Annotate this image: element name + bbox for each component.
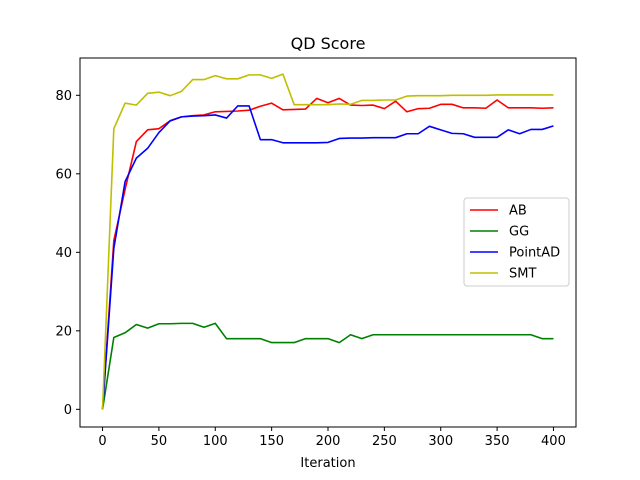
chart-title: QD Score (291, 34, 366, 53)
x-tick-label: 100 (203, 434, 228, 449)
x-tick-label: 400 (541, 434, 566, 449)
x-tick-label: 150 (259, 434, 284, 449)
series-line-smt (101, 73, 554, 410)
legend-label-ab: AB (509, 204, 527, 219)
legend-label-pointad: PointAD (509, 246, 560, 261)
x-tick-label: 50 (151, 434, 168, 449)
x-tick-label: 350 (485, 434, 510, 449)
plot-area: 0 50 100 150 200 250 300 350 400 0 20 40 60 80 AB GG Poi… (55, 57, 577, 449)
x-axis-label: Iteration (300, 456, 355, 471)
legend-label-gg: GG (509, 225, 529, 240)
y-tick-label: 0 (64, 403, 72, 418)
x-tick-label: 0 (98, 434, 106, 449)
y-tick-label: 40 (55, 246, 72, 261)
y-tick-label: 80 (55, 89, 72, 104)
x-tick-label: 300 (428, 434, 453, 449)
legend-box (463, 197, 570, 287)
y-tick-label: 60 (55, 167, 72, 182)
x-tick-label: 250 (372, 434, 397, 449)
y-tick-label: 20 (55, 324, 72, 339)
series-line-gg (101, 322, 554, 410)
x-tick-label: 200 (316, 434, 341, 449)
legend-label-smt: SMT (509, 267, 536, 282)
series-line-pointad (101, 105, 554, 410)
